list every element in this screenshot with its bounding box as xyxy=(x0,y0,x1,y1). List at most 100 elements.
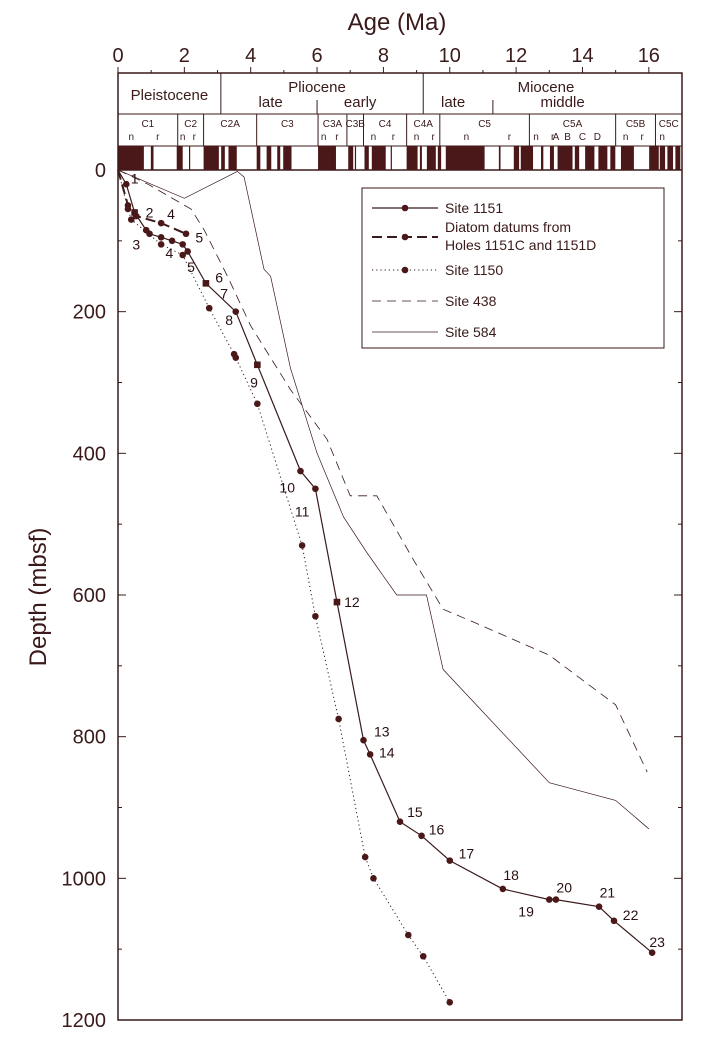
polarity-bar xyxy=(354,146,357,170)
datum-number-label: 6 xyxy=(215,270,223,286)
site-1150-point xyxy=(361,853,369,861)
epoch-label: Miocene xyxy=(518,79,575,96)
legend-label: Holes 1151C and 1151D xyxy=(445,237,596,253)
polarity-reversed: r xyxy=(156,132,160,143)
epoch-sub-label: early xyxy=(344,94,377,111)
polarity-reversed: r xyxy=(392,132,396,143)
chron-label: C5A xyxy=(563,119,583,130)
diatom-datums-point xyxy=(182,230,190,238)
polarity-bar xyxy=(520,146,534,170)
site-1150-point xyxy=(404,931,412,939)
site-1151-point xyxy=(157,233,165,241)
x-tick-label: 16 xyxy=(638,45,660,67)
polarity-bar xyxy=(348,146,354,170)
polarity-bar xyxy=(610,146,616,170)
timescale-header: Pleistocene Pliocene Miocene late early late m… xyxy=(118,73,682,171)
polarity-bar xyxy=(649,146,659,170)
polarity-bar xyxy=(221,146,225,170)
polarity-bar xyxy=(598,146,608,170)
y-tick-label: 600 xyxy=(73,585,106,607)
datum-number-label: 5 xyxy=(195,229,203,245)
polarity-bar xyxy=(437,146,442,170)
polarity-normal: n xyxy=(371,132,377,143)
polarity-bar xyxy=(390,146,392,170)
y-tick-label: 800 xyxy=(73,727,106,749)
chron-label: C5 xyxy=(478,119,491,130)
legend-label: Site 1151 xyxy=(445,200,503,216)
site-1151-point xyxy=(333,598,341,606)
datum-number-label: 7 xyxy=(220,285,228,301)
polarity-normal: n xyxy=(659,132,665,143)
polarity-bar xyxy=(256,146,261,170)
polarity-bar xyxy=(266,146,272,170)
legend-label: Site 438 xyxy=(445,293,497,309)
site-1151-point xyxy=(446,857,454,864)
polarity-bar xyxy=(675,146,681,170)
x-tick-label: 0 xyxy=(112,45,123,67)
site-1151-point xyxy=(122,180,130,188)
site-1150-point xyxy=(232,354,240,362)
site-1151-point xyxy=(168,237,176,245)
site-1150-point xyxy=(254,400,261,408)
y-axis-title: Depth (mbsf) xyxy=(25,528,52,667)
x-tick-label: 4 xyxy=(245,45,256,67)
polarity-reversed: r xyxy=(432,132,436,143)
plot-frame xyxy=(117,72,683,1021)
polarity-bar xyxy=(513,146,520,170)
polarity-bar xyxy=(667,146,674,170)
site-1151-point xyxy=(232,308,240,315)
polarity-bar xyxy=(659,146,666,170)
polarity-bar xyxy=(574,146,580,170)
x-tick-label: 10 xyxy=(439,45,461,67)
site-1150-point xyxy=(446,998,454,1006)
chron-label: C5C xyxy=(659,119,679,130)
datum-number-label: 15 xyxy=(407,804,423,820)
y-tick-label: 200 xyxy=(73,302,106,324)
datum-number-label: 12 xyxy=(344,594,360,610)
diatom-datums-point xyxy=(157,219,165,227)
polarity-bar xyxy=(406,146,418,170)
site-1151-point xyxy=(360,736,367,744)
site-1151-point xyxy=(146,230,153,238)
site-1151-point xyxy=(312,485,319,493)
subchron-label: A xyxy=(553,132,560,143)
polarity-reversed: r xyxy=(508,132,512,143)
site-1150-point xyxy=(157,241,165,248)
site-584-line xyxy=(117,169,650,830)
legend-label: Site 1150 xyxy=(445,262,503,278)
x-tick-label: 2 xyxy=(179,45,190,67)
x-tick-label: 14 xyxy=(571,45,593,67)
datum-number-label: 1 xyxy=(131,171,139,187)
x-tick-label: 6 xyxy=(311,45,322,67)
site-1150-point xyxy=(127,216,135,223)
site-1150-point xyxy=(419,952,427,960)
datum-number-label: 23 xyxy=(649,934,665,950)
polarity-normal: n xyxy=(128,132,134,143)
datum-number-label: 18 xyxy=(503,867,519,883)
chron-label: C5B xyxy=(626,119,646,130)
datum-number-label: 14 xyxy=(379,744,395,760)
subchron-label: C xyxy=(579,132,586,143)
legend-label: Diatom datums from xyxy=(445,219,571,235)
site-438-line xyxy=(117,169,648,773)
site-1151-point xyxy=(202,280,210,287)
site-1150-point xyxy=(298,542,306,549)
chron-label: C4A xyxy=(413,119,433,130)
datum-number-label: 16 xyxy=(429,821,445,837)
site-1151-point xyxy=(396,818,404,825)
datum-number-label: 4 xyxy=(167,206,175,222)
polarity-normal: n xyxy=(623,132,629,143)
polarity-reversed: r xyxy=(193,132,197,143)
chron-label: C1 xyxy=(141,119,154,130)
legend-label: Site 584 xyxy=(445,324,497,340)
polarity-bar xyxy=(585,146,595,170)
polarity-bar xyxy=(426,146,436,170)
datum-number-label: 13 xyxy=(374,724,390,740)
site-1150-point xyxy=(312,612,319,620)
datum-number-label: 5 xyxy=(187,259,195,275)
chron-label: C3A xyxy=(323,119,343,130)
epoch-sub-label: late xyxy=(259,94,283,111)
site-1151-point xyxy=(610,917,618,925)
x-tick-label: 12 xyxy=(505,45,527,67)
